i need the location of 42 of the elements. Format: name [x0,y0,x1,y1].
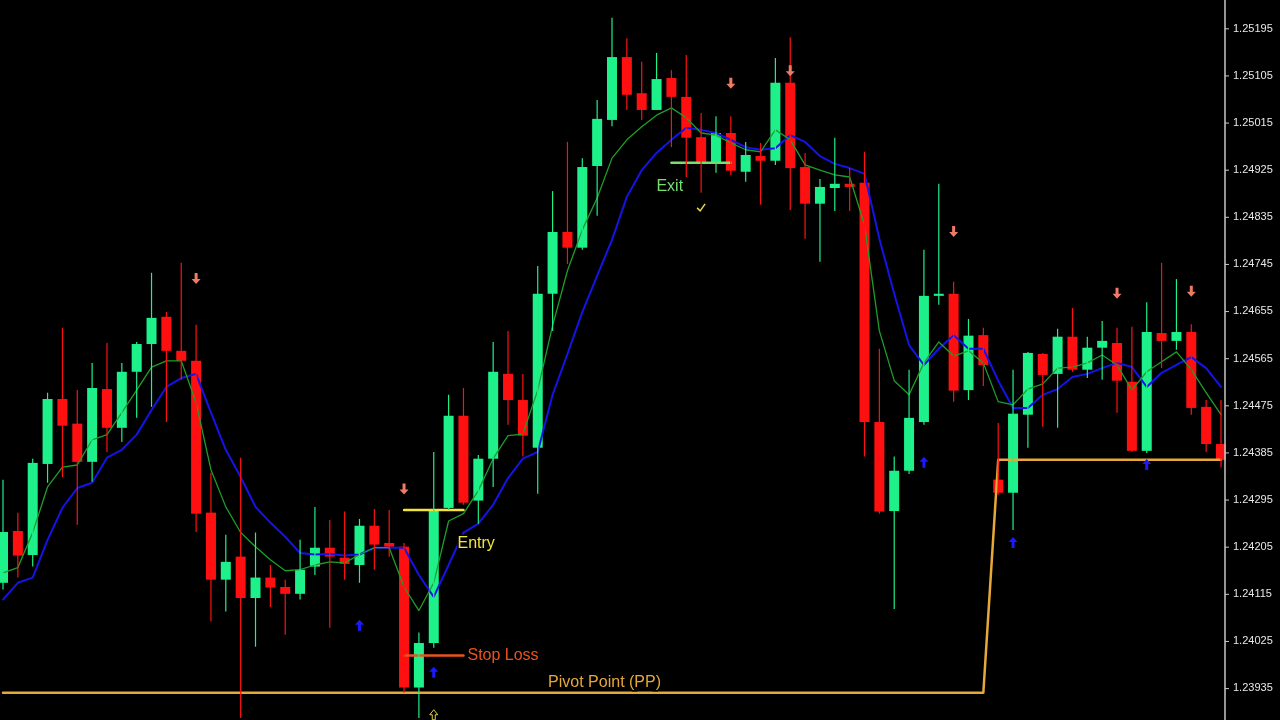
candlestick [547,190,558,332]
candlestick [666,69,677,148]
y-tick-label: 1.24115 [1233,587,1272,600]
candlestick [220,534,231,613]
candlestick [384,509,395,558]
y-tick-label: 1.24565 [1233,351,1273,364]
candlestick [1171,278,1182,351]
y-tick-label: 1.25105 [1233,68,1273,81]
y-tick-label: 1.24835 [1233,210,1273,223]
candlestick [443,394,454,511]
candlestick [1037,352,1048,428]
candlestick [651,52,662,111]
candlestick [755,142,766,206]
candlestick [161,311,172,423]
y-tick-label: 1.24655 [1233,304,1273,317]
candlestick [562,141,573,265]
candlestick [369,508,380,571]
y-tick-label: 1.25195 [1233,21,1273,34]
y-tick-label: 1.24385 [1233,445,1273,458]
y-tick-label: 1.24295 [1233,492,1273,505]
y-tick-label: 1.24205 [1233,540,1273,553]
candlestick [740,141,751,183]
y-tick-label: 1.24475 [1233,398,1273,411]
series-label: Pivot Point (PP) [548,672,662,691]
candlestick [1156,262,1167,369]
candlestick [874,348,885,515]
y-tick-label: 1.23935 [1233,681,1273,694]
series-label: Entry [457,534,495,552]
candlestick [265,564,276,608]
candlestick [57,327,68,478]
candlestick [280,579,291,636]
candlestick [636,61,647,121]
candlestick [42,392,53,484]
candlestick [1097,320,1108,381]
series-label: Exit [656,177,684,195]
y-tick-label: 1.24745 [1233,257,1273,270]
candlestick [458,387,469,506]
series-label: Stop Loss [467,645,539,663]
y-tick-label: 1.24925 [1233,163,1273,176]
y-tick-label: 1.25015 [1233,115,1273,128]
y-tick-label: 1.24025 [1233,634,1273,647]
candlestick [131,341,142,419]
